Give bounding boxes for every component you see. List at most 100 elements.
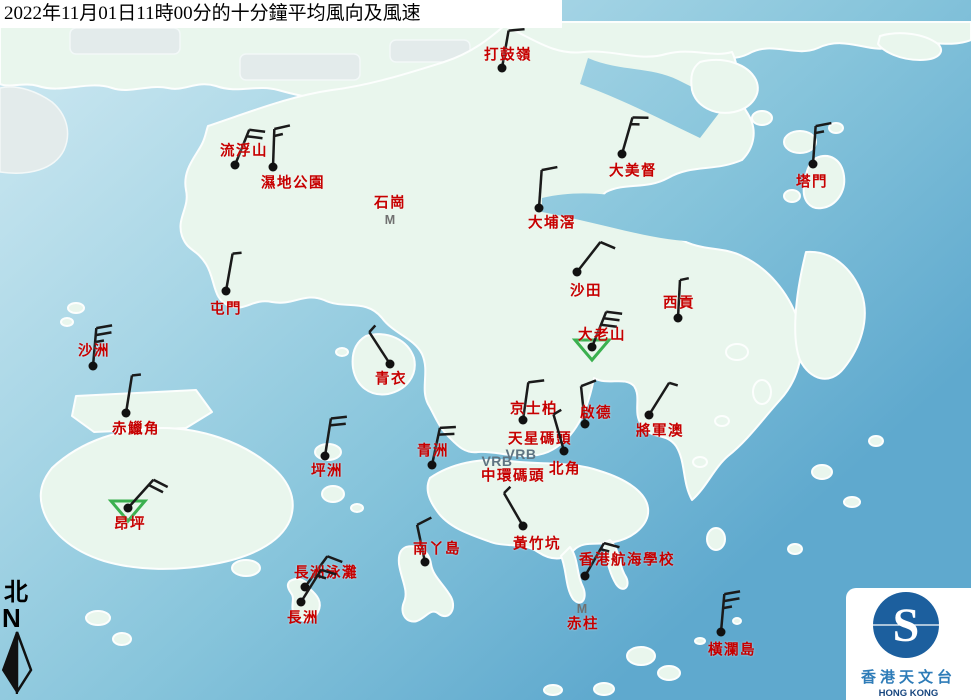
island	[828, 122, 844, 134]
island	[714, 415, 730, 427]
wind-barb-tuen-mun	[221, 251, 242, 296]
station-label-central-pier: 中環碼頭	[481, 468, 545, 485]
island	[752, 379, 772, 405]
island-kau-chau	[787, 543, 803, 555]
compass: 北 N	[0, 580, 40, 699]
station-flag-shek-kong: M	[384, 213, 396, 227]
station-dot-ta-kwu-ling	[497, 63, 507, 73]
wind-barb-lau-fau-shan	[230, 128, 266, 170]
wind-barb-waglan-island	[716, 590, 741, 637]
island-po-toi	[626, 646, 656, 666]
station-dot-tai-mei-tuk	[617, 149, 627, 159]
wind-barb-sai-kung	[673, 276, 690, 323]
island-sha-chau	[67, 302, 85, 314]
station-dot-lau-fau-shan	[230, 160, 240, 170]
island	[868, 435, 884, 447]
station-flag-central-pier: VRB	[481, 453, 513, 469]
island	[350, 503, 364, 513]
hko-logo: S 香港天文台 HONG KONG OBSERVATORY	[846, 588, 971, 700]
island-ma-wan	[335, 347, 349, 357]
island-soko	[85, 610, 111, 626]
island	[112, 632, 132, 646]
station-dot-sha-tin	[572, 267, 582, 277]
hko-logo-name-en: HONG KONG OBSERVATORY	[873, 688, 944, 700]
station-label-tates-cairn: 大老山	[578, 327, 626, 344]
island-ninepin	[811, 464, 833, 480]
wind-barb-tai-po-kau	[534, 165, 558, 213]
station-dot-wetland-park	[268, 162, 278, 172]
station-dot-sai-kung	[673, 313, 683, 323]
station-dot-green-island	[427, 460, 437, 470]
land-top-right-island	[877, 32, 943, 61]
station-label-sha-chau: 沙洲	[78, 343, 110, 360]
station-dot-tap-mun	[808, 159, 818, 169]
station-label-wetland-park: 濕地公園	[261, 175, 325, 192]
station-label-sha-tin: 沙田	[570, 283, 602, 300]
station-dot-wong-chuk-hang	[518, 521, 528, 531]
island-waglan	[694, 637, 706, 645]
wind-barb-lamma-island	[415, 516, 432, 567]
urban-patch	[239, 53, 361, 81]
station-label-stanley: 赤柱	[567, 616, 599, 633]
station-label-shek-kong: 石崗	[374, 195, 406, 212]
land-stanley-peninsula	[560, 546, 586, 604]
station-label-tai-po-kau: 大埔滘	[528, 215, 576, 232]
station-label-sai-kung: 西貢	[663, 295, 695, 312]
station-dot-ngong-ping	[123, 503, 133, 513]
station-label-ta-kwu-ling: 打鼓嶺	[484, 47, 532, 64]
island	[843, 496, 861, 508]
island-hei-ling-chau	[321, 485, 345, 503]
station-label-tap-mun: 塔門	[796, 174, 828, 191]
station-label-cheung-chau-beach: 長洲泳灘	[294, 565, 358, 582]
station-label-lau-fau-shan: 流浮山	[220, 143, 268, 160]
island-tap-mun	[802, 155, 846, 210]
map-title: 2022年11月01日11時00分的十分鐘平均風向及風速	[0, 0, 562, 28]
island-tung-lung	[706, 527, 726, 551]
compass-north-hanzi: 北	[4, 580, 28, 606]
station-label-cheung-chau: 長洲	[287, 610, 319, 627]
station-dot-cheung-chau	[296, 597, 306, 607]
station-label-kings-park: 京士柏	[510, 401, 558, 418]
wind-barb-peng-chau	[320, 415, 347, 461]
island	[657, 665, 681, 681]
station-label-north-point: 北角	[549, 461, 581, 478]
station-dot-tuen-mun	[221, 286, 231, 296]
hko-logo-icon: S	[873, 592, 939, 658]
wind-barb-tsing-yi	[368, 324, 395, 369]
land-shekou	[0, 86, 69, 174]
land-lamma	[397, 545, 455, 623]
station-dot-waglan-island	[716, 627, 726, 637]
wind-barb-sha-chau	[88, 324, 113, 371]
station-dot-lamma-island	[420, 557, 430, 567]
station-label-wong-chuk-hang: 黃竹坑	[513, 536, 561, 553]
wind-barb-green-island	[427, 425, 456, 470]
hko-logo-s: S	[893, 599, 920, 652]
station-label-tuen-mun: 屯門	[210, 301, 242, 318]
station-flag-star-ferry: VRB	[505, 446, 537, 462]
station-dot-tseung-kwan-o	[644, 410, 654, 420]
island	[543, 684, 563, 696]
station-dot-chek-lap-kok	[121, 408, 131, 418]
island	[60, 317, 74, 327]
station-label-tsing-yi: 青衣	[375, 371, 407, 388]
land-sai-kung-east	[794, 250, 866, 380]
island	[751, 110, 773, 126]
land-lantau	[39, 427, 294, 570]
land-crooked-island	[690, 59, 759, 114]
sea-starling-inlet	[580, 58, 726, 138]
station-label-hk-sea-school: 香港航海學校	[579, 552, 675, 569]
wind-barb-ngong-ping	[107, 478, 169, 524]
station-label-waglan-island: 橫瀾島	[708, 642, 756, 659]
land-new-territories	[179, 25, 803, 501]
north-arrow-icon	[1, 631, 33, 697]
urban-patch	[69, 27, 181, 55]
wind-barb-cheung-chau-beach	[300, 555, 343, 592]
station-label-green-island: 青洲	[417, 443, 449, 460]
station-label-tai-mei-tuk: 大美督	[609, 163, 657, 180]
compass-north-letter: N	[2, 603, 21, 633]
island	[732, 617, 742, 625]
wind-barb-cheung-chau	[296, 568, 337, 607]
